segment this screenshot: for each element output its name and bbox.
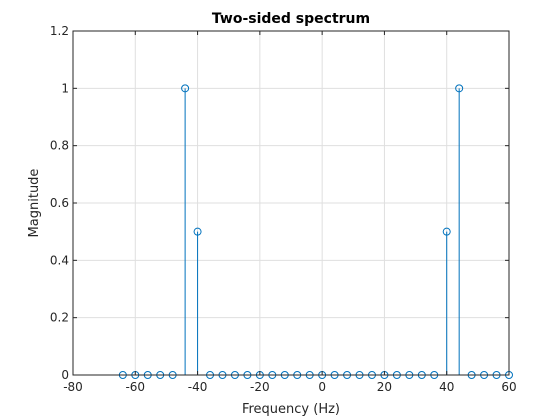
y-tick-label: 1 [61, 81, 69, 95]
stem-marker [181, 84, 190, 93]
chart-title: Two-sided spectrum [212, 11, 370, 27]
stem-marker [193, 227, 202, 236]
x-tick-label: 20 [377, 380, 392, 394]
stem-marker [442, 227, 451, 236]
x-axis-label: Frequency (Hz) [242, 402, 340, 417]
x-tick-label: -60 [125, 380, 145, 394]
x-tick-label: 60 [501, 380, 516, 394]
y-tick-label: 0.8 [50, 139, 69, 153]
y-tick-label: 0.4 [50, 253, 69, 267]
ticks: -80 -60 -40 -20 0 20 40 60 0 0.2 0.4 0.6 0.8 1 1.2 [50, 24, 517, 394]
grid [72, 30, 510, 376]
x-tick-label: -20 [250, 380, 270, 394]
x-tick-label: -40 [188, 380, 208, 394]
y-tick-label: 0 [61, 368, 69, 382]
y-axis-label: Magnitude [27, 169, 42, 238]
y-tick-label: 0.6 [50, 196, 69, 210]
stem-marker [455, 84, 464, 93]
x-tick-label: -80 [63, 380, 83, 394]
x-tick-label: 0 [318, 380, 326, 394]
y-tick-label: 0.2 [50, 311, 69, 325]
y-tick-label: 1.2 [50, 24, 69, 38]
x-tick-label: 40 [439, 380, 454, 394]
